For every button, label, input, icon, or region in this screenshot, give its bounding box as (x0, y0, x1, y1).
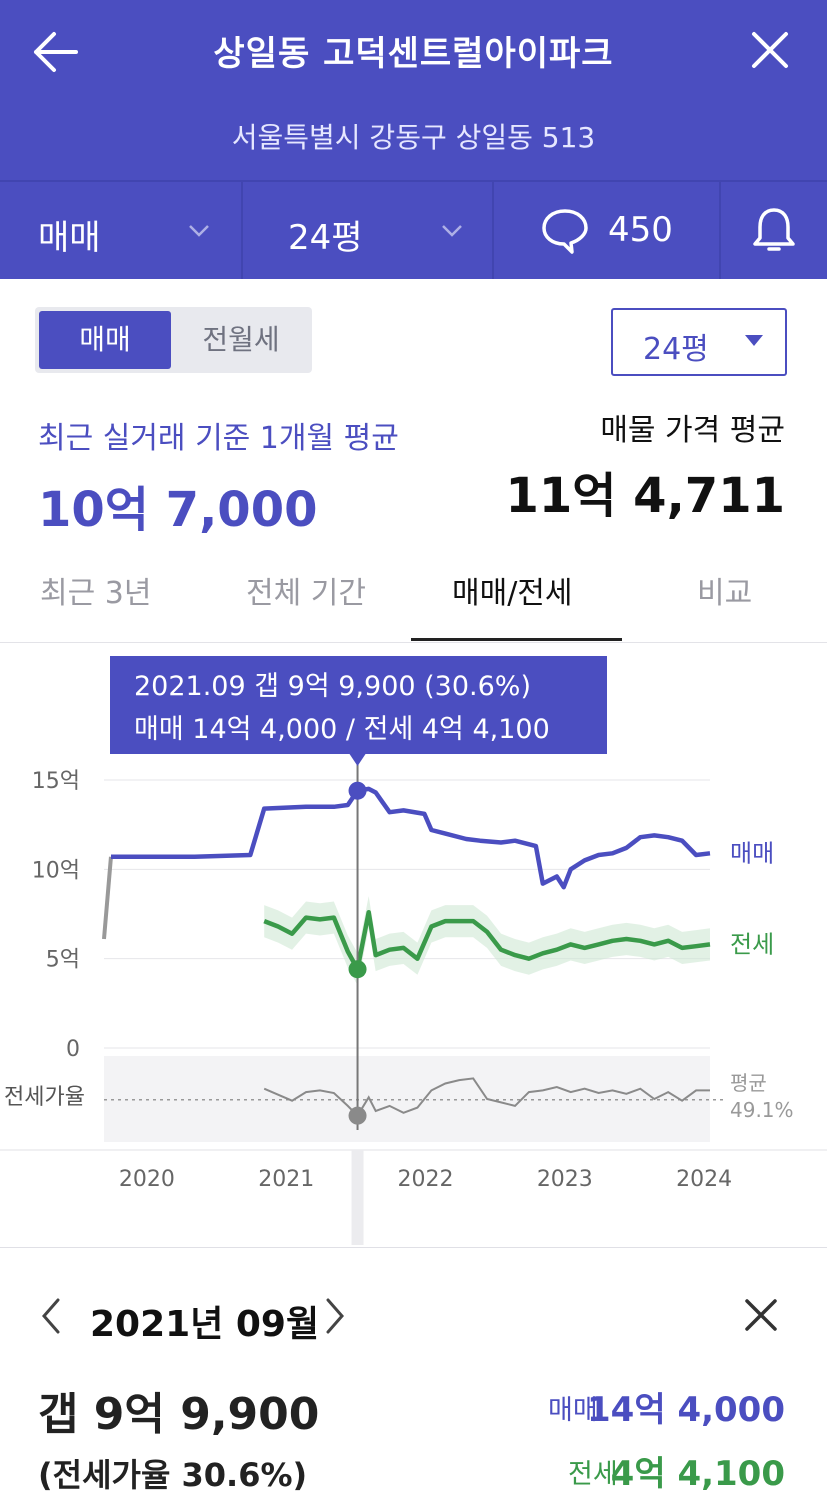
chevron-down-icon (442, 225, 462, 237)
active-tab-indicator (411, 638, 622, 641)
app-header (0, 0, 827, 279)
close-icon (752, 32, 788, 68)
x-tick-label: 2020 (119, 1167, 175, 1192)
size-select-value: 24평 (643, 332, 709, 367)
x-tick-label: 2022 (398, 1167, 454, 1192)
tooltip-pointer (349, 754, 366, 766)
toggle-sale[interactable]: 매매 (39, 311, 171, 369)
chevron-right-icon (326, 1298, 344, 1334)
close-button[interactable] (750, 30, 790, 70)
trade-type-value: 매매 (38, 218, 101, 258)
tab-recent-3y[interactable]: 최근 3년 (40, 576, 152, 611)
close-icon (745, 1299, 777, 1331)
jeonse-value: 4억 4,100 (610, 1454, 785, 1494)
ratio-axis-label: 전세가율 (4, 1085, 85, 1110)
selected-month: 2021년 09월 (90, 1304, 320, 1345)
sale-label: 매매 (548, 1395, 598, 1426)
gap-amount: 갭 9억 9,900 (38, 1389, 320, 1440)
next-month-button[interactable] (322, 1296, 348, 1340)
sale-series-line (111, 786, 711, 890)
asking-average-label: 매물 가격 평균 (600, 413, 785, 448)
recent-average-label: 최근 실거래 기준 1개월 평균 (38, 421, 399, 456)
sale-series-label: 매매 (730, 839, 774, 867)
jeonse-range-band (264, 896, 710, 986)
tabbar-divider (241, 180, 243, 279)
x-tick-label: 2023 (537, 1167, 593, 1192)
sale-early-segment (102, 856, 113, 940)
tab-compare[interactable]: 비교 (697, 576, 753, 611)
prev-month-button[interactable] (38, 1296, 64, 1340)
asking-average-value: 11억 4,711 (505, 468, 786, 524)
comment-count: 450 (608, 210, 673, 250)
jeonse-cursor-point (348, 960, 367, 979)
price-chart[interactable]: 15억 10억 5억 0 2020 2021 2022 2023 2024 전세가율 평균 49.1%… (0, 645, 827, 1245)
sale-value: 14억 4,000 (587, 1390, 785, 1430)
ratio-band (104, 1056, 710, 1142)
comments-button[interactable]: 450 (494, 182, 719, 279)
ratio-cursor-point (348, 1106, 367, 1125)
detail-close-button[interactable] (744, 1298, 778, 1336)
ratio-average-value: 49.1% (730, 1098, 794, 1122)
size-value: 24평 (288, 218, 363, 258)
tabbar-divider (492, 180, 494, 279)
jeonse-ratio: (전세가율 30.6%) (38, 1456, 308, 1494)
y-tick-label: 5억 (46, 948, 80, 973)
bell-icon (753, 208, 795, 251)
jeonse-series-line (263, 909, 711, 972)
divider (0, 642, 827, 643)
back-button[interactable] (30, 30, 80, 74)
size-dropdown[interactable]: 24평 (243, 182, 492, 279)
speech-bubble-icon (542, 209, 588, 254)
trade-type-dropdown[interactable]: 매매 (0, 182, 241, 279)
ratio-series-line (263, 1077, 710, 1118)
recent-average-value: 10억 7,000 (38, 482, 318, 538)
x-tick-label: 2021 (258, 1167, 314, 1192)
tabbar-divider (719, 180, 721, 279)
toggle-rent[interactable]: 전월세 (202, 323, 280, 356)
arrow-left-icon (34, 32, 78, 72)
size-select[interactable]: 24평 (611, 308, 787, 376)
tab-sale-jeonse[interactable]: 매매/전세 (452, 576, 573, 611)
notification-button[interactable] (721, 182, 827, 279)
chevron-left-icon (42, 1298, 60, 1334)
page-title: 상일동 고덕센트럴아이파크 (213, 34, 614, 74)
cursor-stem (351, 1150, 364, 1245)
sale-cursor-point (348, 781, 367, 800)
caret-down-icon (745, 335, 763, 346)
ratio-average-label: 평균 (730, 1071, 767, 1095)
jeonse-series-label: 전세 (730, 930, 774, 958)
chart-tooltip: 2021.09 갭 9억 9,900 (30.6%) 매매 14억 4,000 … (110, 656, 607, 754)
y-tick-label: 0 (66, 1037, 80, 1062)
tooltip-line-gap: 2021.09 갭 9억 9,900 (30.6%) (134, 671, 531, 702)
tooltip-line-prices: 매매 14억 4,000 / 전세 4억 4,100 (134, 714, 550, 745)
address: 서울특별시 강동구 상일동 513 (231, 121, 596, 154)
tab-all-period[interactable]: 전체 기간 (246, 576, 366, 611)
x-tick-label: 2024 (676, 1167, 732, 1192)
divider (0, 1247, 827, 1248)
y-tick-label: 10억 (32, 858, 80, 883)
jeonse-label: 전세 (568, 1459, 618, 1490)
chevron-down-icon (189, 225, 209, 237)
tabbar-top-border (0, 180, 827, 182)
y-tick-label: 15억 (32, 769, 80, 794)
